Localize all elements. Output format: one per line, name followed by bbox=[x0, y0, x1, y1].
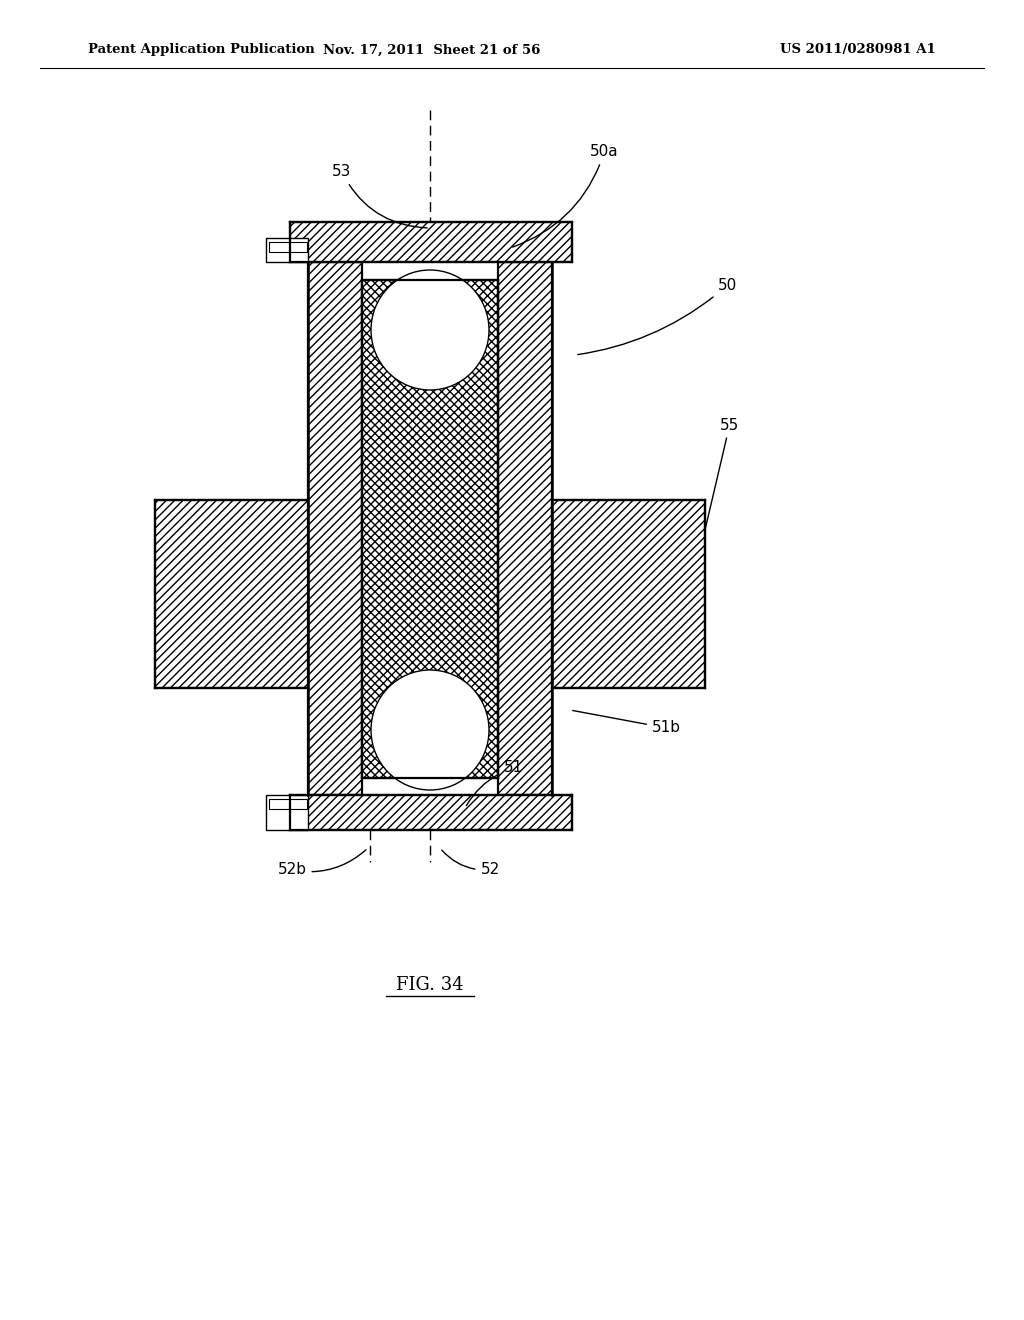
Text: US 2011/0280981 A1: US 2011/0280981 A1 bbox=[780, 44, 936, 57]
Text: 51b: 51b bbox=[572, 710, 681, 735]
Text: 50: 50 bbox=[578, 277, 737, 355]
Bar bbox=[308, 261, 362, 795]
Text: Patent Application Publication: Patent Application Publication bbox=[88, 44, 314, 57]
Text: 53: 53 bbox=[333, 165, 427, 228]
Bar bbox=[266, 795, 308, 830]
Text: 50a: 50a bbox=[513, 144, 618, 247]
Bar bbox=[290, 222, 572, 261]
Ellipse shape bbox=[371, 271, 489, 389]
Text: Nov. 17, 2011  Sheet 21 of 56: Nov. 17, 2011 Sheet 21 of 56 bbox=[324, 44, 541, 57]
Bar bbox=[266, 238, 308, 261]
Bar bbox=[290, 795, 572, 830]
Bar bbox=[362, 280, 498, 777]
Bar bbox=[498, 261, 552, 795]
Bar bbox=[269, 242, 307, 252]
Text: 52: 52 bbox=[441, 850, 500, 878]
Text: 51: 51 bbox=[466, 760, 523, 805]
Bar bbox=[269, 799, 307, 809]
Text: 55: 55 bbox=[706, 417, 739, 527]
Ellipse shape bbox=[371, 671, 489, 789]
Text: FIG. 34: FIG. 34 bbox=[396, 975, 464, 994]
Text: 52b: 52b bbox=[278, 850, 366, 878]
Bar bbox=[155, 500, 308, 688]
Bar bbox=[552, 500, 705, 688]
